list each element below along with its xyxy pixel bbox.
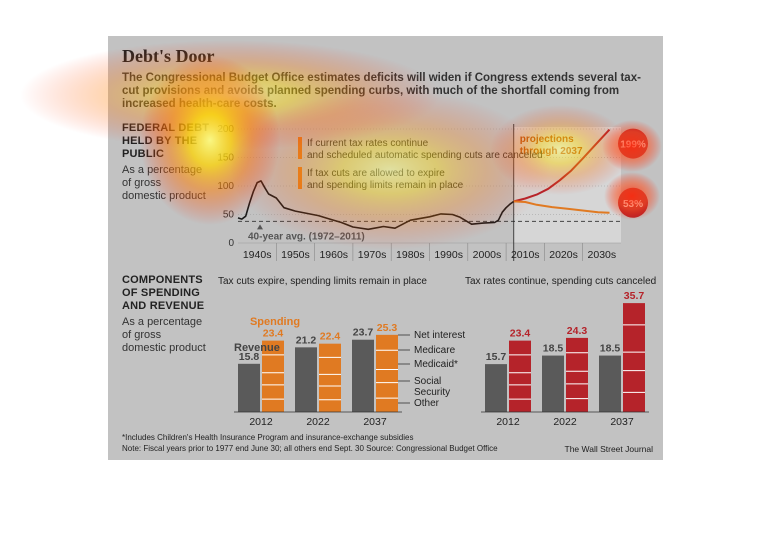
spending-value: 23.4 <box>263 328 284 340</box>
y-tick-label: 0 <box>228 238 234 249</box>
revenue-value: 21.2 <box>296 334 317 346</box>
category-label: 2012 <box>496 416 520 428</box>
projections-label: projections <box>520 134 574 145</box>
x-tick-label: 1980s <box>396 249 425 261</box>
spending-value: 24.3 <box>567 325 588 337</box>
spending-bar <box>509 340 531 412</box>
legend-a-text: If current tax rates continue <box>307 138 429 149</box>
component-label: Medicaid* <box>414 359 458 370</box>
bar-chart-title: Tax cuts expire, spending limits remain … <box>218 276 427 287</box>
x-tick-label: 1940s <box>243 249 272 261</box>
category-label: 2022 <box>553 416 577 428</box>
component-legend: Net interest Medicare Medicaid* SocialSecur… <box>398 330 465 409</box>
spending-value: 23.4 <box>510 328 531 340</box>
legend-a-text: and scheduled automatic spending cuts ar… <box>307 150 543 161</box>
footnote: *Includes Children's Health Insurance Pr… <box>122 433 414 442</box>
revenue-bar <box>295 347 317 412</box>
end-label-low: 53% <box>623 199 643 210</box>
components-heading: COMPONENTS OF SPENDING AND REVENUE <box>122 274 205 312</box>
legend-b-swatch <box>298 167 302 189</box>
spending-bar <box>566 337 588 412</box>
revenue-bar <box>238 363 260 412</box>
component-label: Social <box>414 376 441 387</box>
revenue-value: 18.5 <box>600 343 621 355</box>
x-tick-label: 1990s <box>434 249 463 261</box>
avg-label: 40-year avg. (1972–2011) <box>248 231 365 242</box>
spending-bar <box>376 334 398 412</box>
component-label: Medicare <box>414 345 456 356</box>
debt-line-chart: 0 50 100 150 200 1940s 1950s 1960s 1970s 1980s 199… <box>217 124 648 261</box>
y-tick-label: 150 <box>217 153 234 164</box>
infographic-panel: Debt's Door The Congressional Budget Off… <box>108 36 663 460</box>
x-tick-label: 2010s <box>511 249 540 261</box>
x-tick-label: 2030s <box>588 249 617 261</box>
legend-b-text: If tax cuts are allowed to expire <box>307 168 445 179</box>
y-tick-label: 100 <box>217 181 234 192</box>
spending-label: Spending <box>250 316 300 328</box>
category-label: 2037 <box>363 416 387 428</box>
revenue-value: 23.7 <box>353 327 374 339</box>
spending-bar <box>319 343 341 412</box>
category-label: 2022 <box>306 416 330 428</box>
revenue-value: 15.7 <box>486 351 507 363</box>
spending-bar <box>623 303 645 412</box>
spending-bar <box>262 340 284 412</box>
revenue-bar <box>485 364 507 412</box>
end-label-high: 199% <box>620 140 646 151</box>
revenue-bar <box>599 355 621 412</box>
x-tick-label: 2020s <box>549 249 578 261</box>
legend-a-swatch <box>298 137 302 159</box>
component-label: Other <box>414 398 440 409</box>
component-label: Security <box>414 387 450 398</box>
source-note: Note: Fiscal years prior to 1977 end Jun… <box>122 444 498 453</box>
revenue-value: 15.8 <box>239 351 260 363</box>
revenue-bar <box>542 355 564 412</box>
bar-chart-title: Tax rates continue, spending cuts cancel… <box>465 276 656 287</box>
avg-pointer <box>257 224 263 230</box>
y-tick-label: 50 <box>223 210 235 221</box>
revenue-label: Revenue <box>234 342 280 354</box>
spending-value: 35.7 <box>624 290 645 302</box>
x-tick-label: 2000s <box>473 249 502 261</box>
spending-value: 22.4 <box>320 331 341 343</box>
revenue-bar <box>352 339 374 412</box>
spending-value: 25.3 <box>377 322 398 334</box>
x-tick-label: 1950s <box>281 249 310 261</box>
y-tick-label: 200 <box>217 124 234 135</box>
components-subheading: As a percentage of gross domestic produc… <box>122 316 206 354</box>
revenue-value: 18.5 <box>543 343 564 355</box>
legend-b-text: and spending limits remain in place <box>307 180 464 191</box>
bar-chart-right: Tax rates continue, spending cuts cancel… <box>465 276 656 428</box>
category-label: 2012 <box>249 416 273 428</box>
x-tick-label: 1970s <box>358 249 387 261</box>
x-tick-label: 1960s <box>319 249 348 261</box>
component-label: Net interest <box>414 330 465 341</box>
category-label: 2037 <box>610 416 634 428</box>
credit: The Wall Street Journal <box>564 444 654 454</box>
bar-chart-left: Tax cuts expire, spending limits remain … <box>218 276 427 428</box>
charts-svg: 0 50 100 150 200 1940s 1950s 1960s 1970s 1980s 199… <box>217 124 656 428</box>
